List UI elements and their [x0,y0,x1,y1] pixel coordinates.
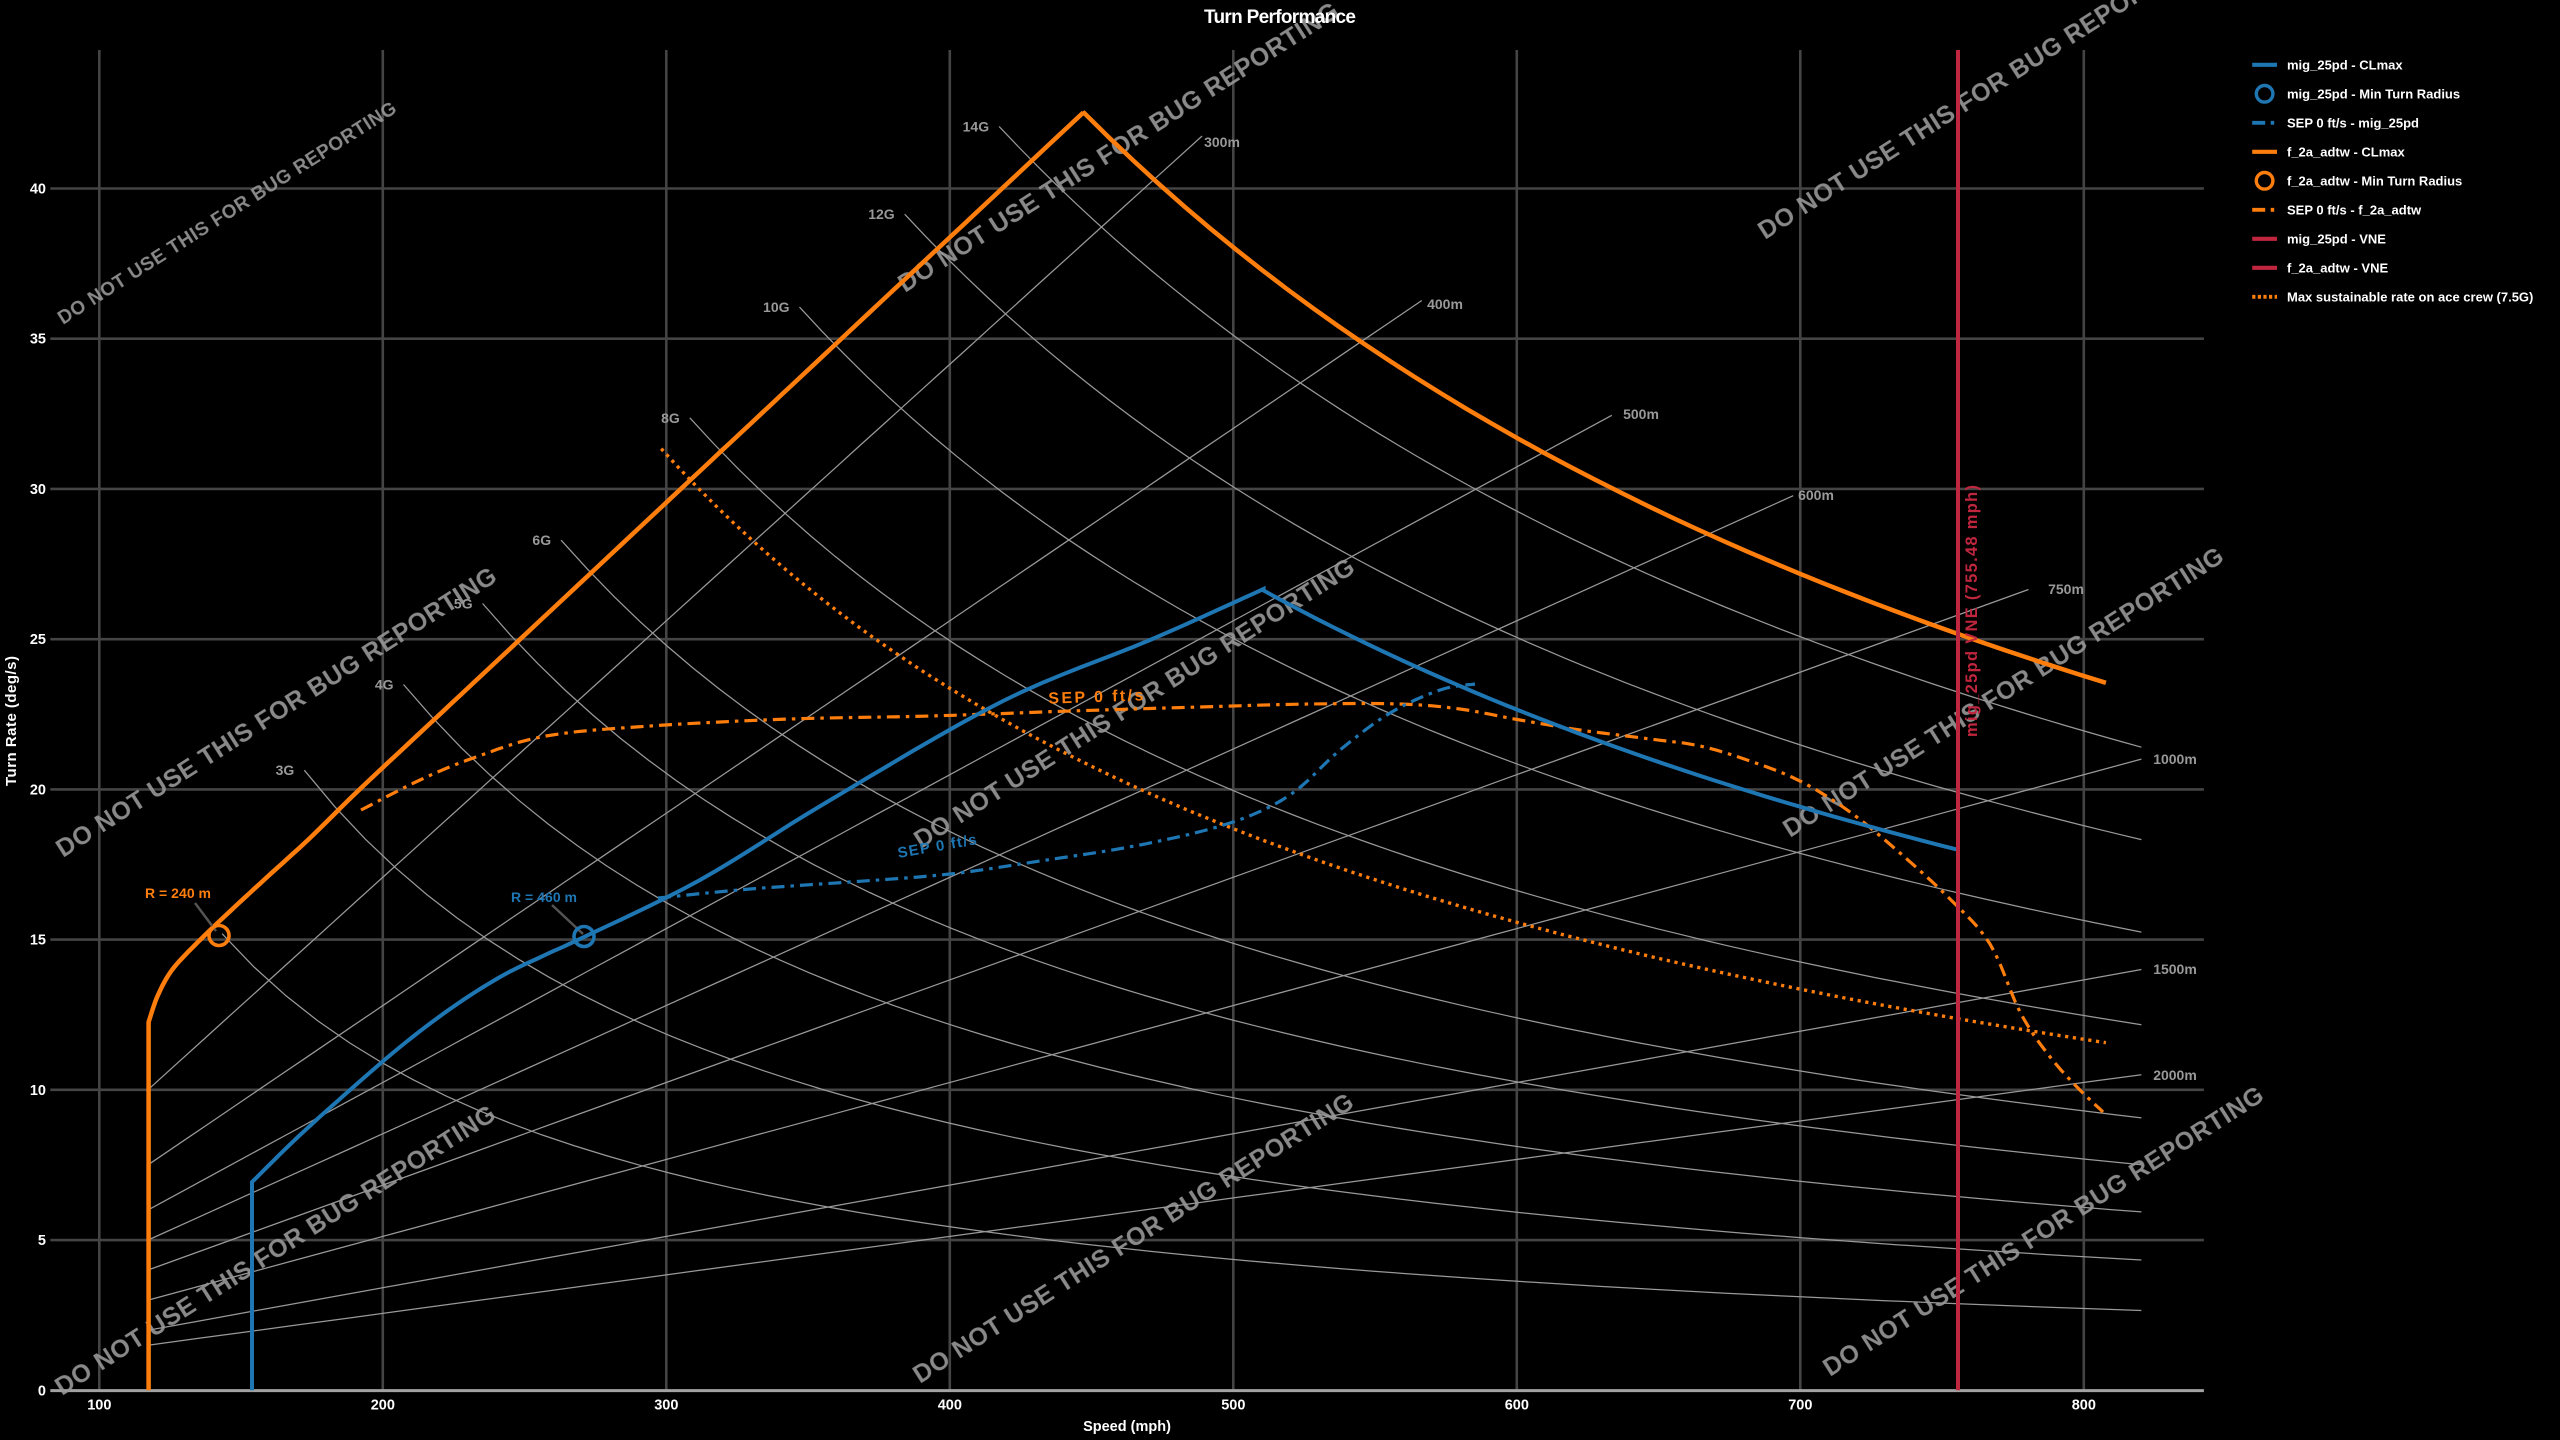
svg-text:5G: 5G [454,596,473,612]
svg-text:Speed (mph): Speed (mph) [1083,1419,1171,1435]
svg-text:4G: 4G [375,677,394,693]
svg-text:Max sustainable rate on ace cr: Max sustainable rate on ace crew (7.5G) [2287,290,2533,305]
svg-text:15: 15 [30,933,46,949]
svg-text:750m: 750m [2048,581,2084,597]
svg-text:SEP 0 ft/s - f_2a_adtw: SEP 0 ft/s - f_2a_adtw [2287,203,2422,218]
svg-text:300m: 300m [1204,134,1240,150]
svg-text:30: 30 [30,482,46,498]
svg-text:14G: 14G [963,119,990,135]
svg-text:SEP 0 ft/s - mig_25pd: SEP 0 ft/s - mig_25pd [2287,116,2419,131]
svg-text:SEP 0 ft/s: SEP 0 ft/s [1048,687,1144,707]
svg-text:mig_25pd VNE (755.48 mph): mig_25pd VNE (755.48 mph) [1963,485,1981,737]
svg-text:mig_25pd - Min Turn Radius: mig_25pd - Min Turn Radius [2287,87,2460,102]
svg-text:R = 240 m: R = 240 m [145,885,211,901]
svg-text:1500m: 1500m [2153,961,2197,977]
svg-text:0: 0 [38,1383,46,1399]
svg-text:100: 100 [87,1398,111,1414]
svg-text:6G: 6G [532,532,551,548]
svg-text:500m: 500m [1623,406,1659,422]
svg-text:10G: 10G [763,299,790,315]
svg-text:200: 200 [371,1398,395,1414]
svg-text:f_2a_adtw - Min Turn Radius: f_2a_adtw - Min Turn Radius [2287,174,2462,189]
svg-text:10: 10 [30,1083,46,1099]
svg-text:400: 400 [938,1398,962,1414]
svg-text:mig_25pd - VNE: mig_25pd - VNE [2287,232,2386,247]
svg-text:mig_25pd - CLmax: mig_25pd - CLmax [2287,58,2403,73]
svg-text:600m: 600m [1798,487,1834,503]
svg-text:600: 600 [1505,1398,1529,1414]
svg-text:R = 460 m: R = 460 m [511,889,577,905]
svg-text:8G: 8G [661,410,680,426]
svg-text:20: 20 [30,782,46,798]
svg-text:40: 40 [30,182,46,198]
svg-text:500: 500 [1221,1398,1245,1414]
svg-text:5: 5 [38,1233,46,1249]
svg-text:Turn Performance: Turn Performance [1204,7,1356,28]
svg-text:1000m: 1000m [2153,751,2197,767]
svg-text:35: 35 [30,332,46,348]
svg-text:2000m: 2000m [2153,1067,2197,1083]
svg-text:f_2a_adtw - CLmax: f_2a_adtw - CLmax [2287,145,2406,160]
svg-text:Turn Rate (deg/s): Turn Rate (deg/s) [3,656,20,786]
svg-text:300: 300 [654,1398,678,1414]
svg-text:f_2a_adtw - VNE: f_2a_adtw - VNE [2287,261,2388,276]
svg-text:12G: 12G [868,206,895,222]
svg-text:400m: 400m [1427,296,1463,312]
svg-text:800: 800 [2072,1398,2096,1414]
svg-text:25: 25 [30,632,46,648]
svg-text:700: 700 [1788,1398,1812,1414]
svg-text:3G: 3G [276,762,295,778]
